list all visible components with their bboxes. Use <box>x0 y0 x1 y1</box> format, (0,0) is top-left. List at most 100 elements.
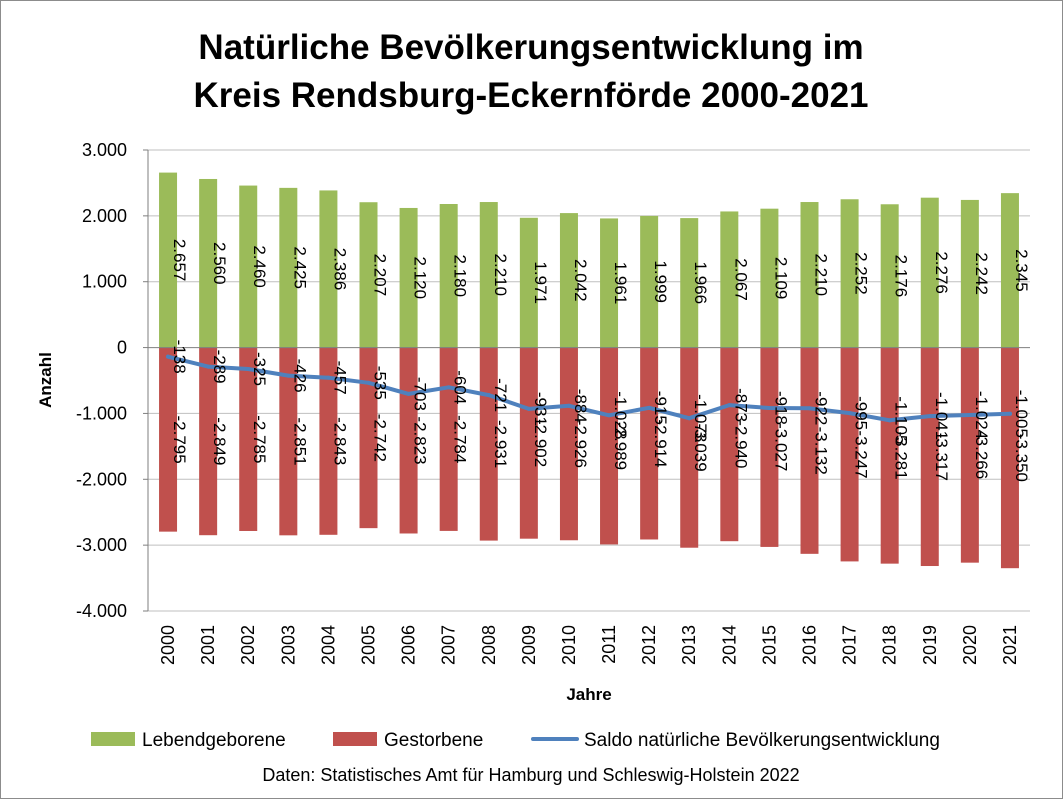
label-saldo: -703 <box>411 377 430 411</box>
label-lebendgeborene: 1.971 <box>531 261 550 304</box>
saldo-point <box>807 406 812 411</box>
y-tick-label: 1.000 <box>82 272 127 292</box>
x-tick-label: 2006 <box>399 625 419 665</box>
bar-gestorbene <box>279 347 298 536</box>
bar-lebendgeborene <box>800 202 819 348</box>
x-tick-label: 2020 <box>960 625 980 665</box>
label-saldo: -1.005 <box>1012 390 1031 438</box>
bar-gestorbene <box>199 347 218 536</box>
y-tick-label: -1.000 <box>76 403 127 423</box>
x-tick-label: 2014 <box>719 625 739 665</box>
saldo-point <box>566 403 571 408</box>
label-saldo: -918 <box>771 391 790 425</box>
bar-gestorbene <box>800 347 819 554</box>
bar-lebendgeborene <box>239 185 258 348</box>
label-lebendgeborene: 2.210 <box>812 254 831 297</box>
label-saldo: -1.105 <box>892 396 911 444</box>
x-tick-label: 2007 <box>439 625 459 665</box>
saldo-point <box>887 418 892 423</box>
y-tick-label: -3.000 <box>76 535 127 555</box>
label-saldo: -289 <box>210 350 229 384</box>
x-tick-label: 2017 <box>840 625 860 665</box>
y-tick-label: -4.000 <box>76 601 127 621</box>
bars <box>159 172 1019 569</box>
bar-gestorbene <box>559 347 578 541</box>
label-gestorbene: -3.039 <box>691 423 710 471</box>
x-tick-label: 2012 <box>639 625 659 665</box>
x-axis-title: Jahre <box>566 685 611 704</box>
label-saldo: -426 <box>290 359 309 393</box>
label-lebendgeborene: 2.180 <box>451 255 470 298</box>
label-gestorbene: -2.902 <box>531 419 550 467</box>
data-labels: 2.657 -2.795 -138 2.560 -2.849 -289 2.460 -2.78… <box>170 239 1031 482</box>
x-tick-label: 2000 <box>158 625 178 665</box>
label-saldo: -995 <box>852 396 871 430</box>
data-source-note: Daten: Statistisches Amt für Hamburg und… <box>262 765 799 785</box>
bar-gestorbene <box>760 347 779 547</box>
label-lebendgeborene: 2.120 <box>411 257 430 300</box>
bar-gestorbene <box>680 347 699 548</box>
label-gestorbene: -2.989 <box>611 422 630 470</box>
saldo-point <box>1007 411 1012 416</box>
label-gestorbene: -2.926 <box>571 420 590 468</box>
bar-lebendgeborene <box>359 202 378 348</box>
label-lebendgeborene: 2.067 <box>731 258 750 301</box>
label-lebendgeborene: 2.207 <box>371 254 390 297</box>
bar-gestorbene <box>319 347 338 535</box>
label-lebendgeborene: 2.276 <box>932 251 951 294</box>
x-axis-ticks: 2000 2001 2002 2003 2004 2005 2006 2007 2008 2009… <box>158 625 1020 665</box>
label-lebendgeborene: 2.109 <box>771 257 790 300</box>
label-gestorbene: -2.823 <box>411 416 430 464</box>
x-tick-label: 2015 <box>759 625 779 665</box>
legend-label-lebendgeborene: Lebendgeborene <box>142 730 286 751</box>
bar-lebendgeborene <box>920 197 939 348</box>
bar-gestorbene <box>960 347 979 563</box>
label-saldo: -604 <box>451 370 470 404</box>
bar-gestorbene <box>600 347 619 545</box>
x-tick-label: 2013 <box>679 625 699 665</box>
bar-gestorbene <box>519 347 538 539</box>
bar-gestorbene <box>880 347 899 564</box>
label-gestorbene: -2.914 <box>651 419 670 467</box>
x-tick-label: 2004 <box>318 625 338 665</box>
saldo-point <box>446 385 451 390</box>
label-lebendgeborene: 2.252 <box>852 252 871 295</box>
chart-title-line-1: Natürliche Bevölkerungsentwicklung im <box>198 28 863 67</box>
saldo-point <box>326 375 331 380</box>
label-gestorbene: -3.132 <box>812 427 831 475</box>
y-axis-title: Anzahl <box>36 352 55 408</box>
saldo-line-layer <box>166 354 1012 423</box>
saldo-line <box>166 354 1012 423</box>
bar-lebendgeborene <box>680 218 699 348</box>
label-lebendgeborene: 1.966 <box>691 262 710 305</box>
label-saldo: -457 <box>330 361 349 395</box>
saldo-point <box>166 354 171 359</box>
bar-lebendgeborene <box>439 204 458 348</box>
saldo-point <box>927 414 932 419</box>
label-gestorbene: -3.266 <box>972 431 991 479</box>
bar-lebendgeborene <box>559 213 578 348</box>
x-tick-label: 2003 <box>278 625 298 665</box>
label-lebendgeborene: 2.042 <box>571 259 590 302</box>
legend-label-gestorbene: Gestorbene <box>384 730 483 751</box>
x-tick-label: 2011 <box>599 625 619 664</box>
label-gestorbene: -2.795 <box>170 415 189 463</box>
x-tick-label: 2016 <box>800 625 820 665</box>
label-gestorbene: -2.784 <box>451 415 470 463</box>
bar-gestorbene <box>439 347 458 531</box>
label-lebendgeborene: 2.210 <box>491 254 510 297</box>
x-tick-label: 2002 <box>238 625 258 665</box>
x-tick-label: 2018 <box>880 625 900 665</box>
label-saldo: -1.028 <box>611 391 630 439</box>
saldo-point <box>286 373 291 378</box>
bar-lebendgeborene <box>600 218 619 348</box>
x-tick-label: 2009 <box>519 625 539 665</box>
label-saldo: -1.041 <box>932 392 951 440</box>
bar-gestorbene <box>920 347 939 567</box>
label-lebendgeborene: 2.176 <box>892 255 911 298</box>
bar-lebendgeborene <box>960 199 979 348</box>
legend-swatch-gestorbene <box>333 732 377 746</box>
label-gestorbene: -2.849 <box>210 417 229 465</box>
label-saldo: -1.073 <box>691 394 710 442</box>
